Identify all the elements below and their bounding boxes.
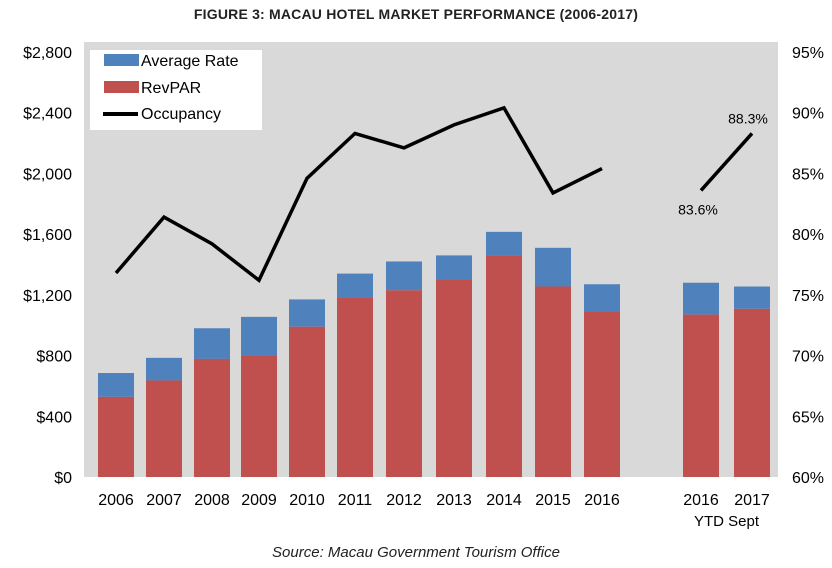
y-left-tick-label: $1,600 [23, 227, 72, 244]
x-tick-label: 2008 [194, 492, 230, 509]
bar-revpar [535, 286, 571, 477]
bar-revpar [194, 358, 230, 477]
y-right-tick-label: 80% [792, 227, 824, 244]
y-right-tick-label: 65% [792, 409, 824, 426]
y-left-tick-label: $2,400 [23, 106, 72, 123]
bar-average-rate [337, 273, 373, 298]
y-left-tick-label: $1,200 [23, 288, 72, 305]
occupancy-line-layer [114, 105, 754, 284]
y-axis-right: 60% 65% 70% 75% 80% 85% 90% 95% [792, 45, 824, 487]
y-axis-left: $0 $400 $800 $1,200 $1,600 $2,000 $2,400 $2,800 [23, 45, 72, 487]
y-right-tick-label: 60% [792, 470, 824, 487]
y-left-tick-label: $0 [54, 470, 72, 487]
bar-revpar [98, 396, 134, 477]
bar-revpar [337, 297, 373, 477]
occupancy-line [699, 132, 754, 192]
x-tick-label: 2012 [386, 492, 422, 509]
y-left-tick-label: $800 [36, 349, 72, 366]
bar-average-rate [386, 261, 422, 291]
legend-swatch-revpar [104, 81, 139, 93]
y-right-tick-label: 85% [792, 166, 824, 183]
legend: Average Rate RevPAR Occupancy [90, 50, 262, 130]
bar-revpar [289, 326, 325, 477]
bar-average-rate [289, 299, 325, 327]
x-tick-label: 2016 [584, 492, 620, 509]
bar-revpar [436, 279, 472, 477]
bar-average-rate [436, 255, 472, 280]
bar-revpar [734, 308, 770, 477]
legend-label: Occupancy [141, 106, 221, 123]
x-tick-label: 2011 [338, 492, 373, 509]
bar-average-rate [584, 284, 620, 312]
x-tick-label: 2014 [486, 492, 522, 509]
x-tick-label: 2013 [436, 492, 472, 509]
legend-label: RevPAR [141, 80, 201, 97]
y-left-tick-label: $2,000 [23, 166, 72, 183]
bar-revpar [146, 380, 182, 477]
bar-average-rate [734, 286, 770, 309]
y-right-tick-label: 70% [792, 349, 824, 366]
x-axis: 2006 2007 2008 2009 2010 2011 2012 2013 2014 2015… [98, 492, 770, 530]
bar-average-rate [683, 282, 719, 315]
bar-revpar [241, 355, 277, 477]
bar-revpar [386, 290, 422, 477]
y-left-tick-label: $400 [36, 409, 72, 426]
x-tick-label: 2007 [146, 492, 182, 509]
data-label-layer: 83.6% 88.3% [678, 110, 768, 217]
bar-average-rate [486, 231, 522, 256]
x-tick-label: 2015 [535, 492, 571, 509]
legend-label: Average Rate [141, 53, 239, 70]
bar-average-rate [241, 316, 277, 356]
bar-layer [98, 231, 770, 477]
chart-source: Source: Macau Government Tourism Office [272, 544, 560, 561]
legend-swatch-average-rate [104, 54, 139, 66]
x-tick-label: 2009 [241, 492, 277, 509]
y-right-tick-label: 90% [792, 106, 824, 123]
occupancy-line [114, 105, 603, 284]
occupancy-data-label: 88.3% [728, 110, 768, 126]
bar-average-rate [146, 357, 182, 381]
y-left-tick-label: $2,800 [23, 45, 72, 62]
bar-revpar [486, 255, 522, 477]
occupancy-data-label: 83.6% [678, 201, 718, 217]
bar-average-rate [98, 373, 134, 397]
y-right-tick-label: 75% [792, 288, 824, 305]
bar-revpar [683, 314, 719, 477]
bar-revpar [584, 311, 620, 477]
x-tick-sublabel: YTD Sept [694, 513, 760, 530]
y-right-tick-label: 95% [792, 45, 824, 62]
x-tick-label: 2006 [98, 492, 134, 509]
bar-average-rate [194, 328, 230, 359]
chart-title: FIGURE 3: MACAU HOTEL MARKET PERFORMANCE… [193, 6, 639, 22]
x-tick-label: 2010 [289, 492, 325, 509]
x-tick-label: 2017 [734, 492, 770, 509]
bar-average-rate [535, 247, 571, 287]
x-tick-label: 2016 [683, 492, 719, 509]
